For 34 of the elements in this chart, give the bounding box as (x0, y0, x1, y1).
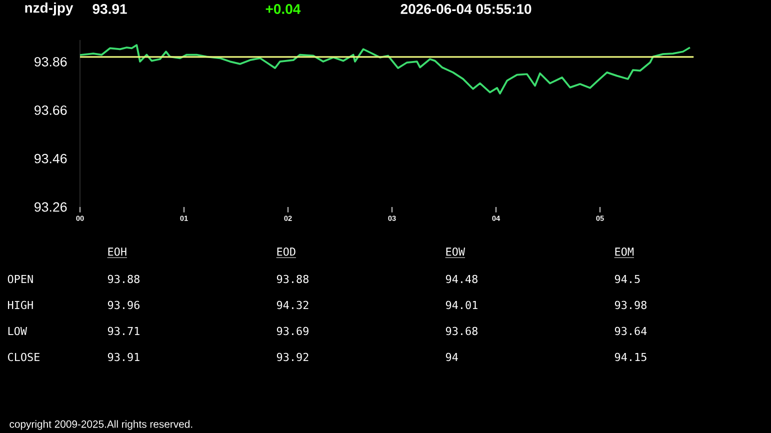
text: 93.71 (108, 326, 140, 336)
text: 93.88 (108, 274, 140, 284)
text: CLOSE (8, 352, 40, 362)
text: EOM (615, 248, 634, 256)
y-tick-label: 93.86 (34, 57, 67, 66)
text: copyright 2009-2025.All rights reserved. (10, 420, 192, 430)
text: EOH (108, 248, 126, 256)
y-tick-label: 93.46 (34, 154, 67, 164)
text: EOD (277, 248, 296, 256)
text: 93.98 (614, 300, 646, 310)
text: 93.69 (276, 326, 308, 336)
text: 2026-06-04 05:55:10 (400, 4, 532, 14)
text: 94.32 (276, 300, 308, 310)
text: 94 (446, 352, 458, 362)
text: HIGH (8, 300, 33, 310)
text: 93.88 (276, 274, 308, 284)
text: 93.91 (92, 4, 127, 14)
text: 93.64 (614, 326, 647, 336)
text: EOW (446, 248, 466, 256)
text: 93.68 (446, 326, 478, 336)
line-series (79, 44, 691, 94)
text: 94.01 (446, 300, 478, 310)
text: 94.5 (614, 274, 640, 284)
text: 93.91 (108, 352, 140, 362)
text: 94.15 (614, 352, 646, 362)
text: +0.04 (266, 4, 301, 14)
y-tick-label: 93.26 (34, 202, 67, 212)
text: 94.48 (446, 274, 478, 284)
text: 93.92 (276, 352, 308, 362)
text: LOW (8, 326, 28, 336)
chart-title: nzd-jpy (25, 2, 74, 16)
y-tick-label: 93.66 (34, 105, 67, 115)
text: 93.96 (108, 300, 140, 310)
text: OPEN (8, 274, 33, 284)
